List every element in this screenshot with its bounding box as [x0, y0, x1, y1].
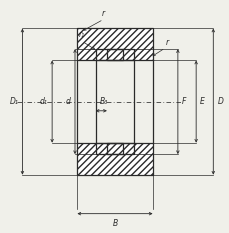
Text: B₃: B₃ [99, 97, 107, 106]
Text: r: r [102, 9, 105, 18]
Text: r₁: r₁ [79, 31, 85, 39]
Polygon shape [106, 49, 123, 61]
Text: D₁: D₁ [9, 97, 18, 106]
Text: d₁: d₁ [40, 97, 48, 106]
Text: D: D [216, 97, 222, 106]
Text: d: d [66, 97, 71, 106]
Text: B: B [112, 219, 117, 228]
Polygon shape [77, 143, 152, 175]
Text: E: E [199, 97, 204, 106]
Polygon shape [77, 28, 152, 61]
Text: F: F [181, 97, 185, 106]
Text: r: r [165, 38, 168, 47]
Polygon shape [95, 143, 134, 154]
Polygon shape [95, 49, 134, 61]
Polygon shape [106, 143, 123, 154]
